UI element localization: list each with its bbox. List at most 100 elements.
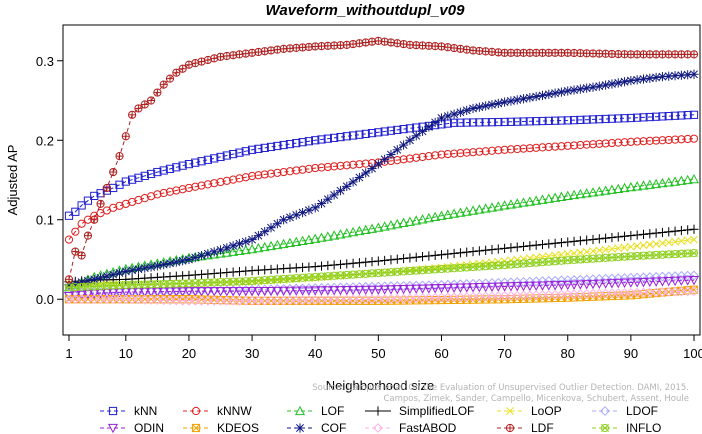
- data-point: [121, 132, 130, 141]
- data-point: [342, 181, 352, 191]
- data-point: [178, 185, 187, 194]
- data-point: [379, 221, 390, 231]
- chart-title: Waveform_withoutdupl_v09: [266, 2, 466, 19]
- data-point: [259, 241, 270, 252]
- data-point: [178, 256, 188, 266]
- data-point: [260, 170, 269, 179]
- data-point: [689, 286, 699, 297]
- data-point: [386, 126, 396, 135]
- data-point: [689, 134, 699, 143]
- data-point: [279, 140, 288, 150]
- data-point: [322, 231, 333, 241]
- data-point: [531, 281, 542, 291]
- data-point: [89, 294, 100, 305]
- data-point: [146, 169, 156, 179]
- data-point: [551, 116, 560, 125]
- data-point: [670, 226, 680, 236]
- data-point: [405, 253, 415, 263]
- data-point: [304, 137, 313, 146]
- data-point: [519, 117, 528, 126]
- data-point: [532, 143, 541, 152]
- data-point: [664, 238, 673, 247]
- data-point: [152, 261, 162, 271]
- data-point: [310, 203, 320, 213]
- series-knn: [64, 110, 699, 220]
- data-point: [71, 207, 80, 216]
- data-point: [222, 176, 231, 185]
- data-point: [221, 295, 232, 306]
- data-point: [412, 123, 421, 132]
- data-point: [146, 294, 156, 305]
- legend-item-odin: ODIN: [100, 421, 164, 434]
- data-point: [417, 126, 428, 136]
- data-point: [216, 152, 225, 162]
- data-point: [380, 154, 390, 164]
- data-point: [404, 216, 415, 226]
- data-point: [405, 124, 415, 133]
- data-point: [127, 294, 138, 305]
- data-point: [76, 294, 87, 305]
- data-point: [303, 286, 314, 296]
- data-point: [266, 223, 276, 233]
- data-point: [412, 153, 421, 162]
- data-point: [235, 148, 244, 157]
- data-point: [367, 163, 377, 174]
- data-point: [512, 282, 523, 292]
- data-point: [601, 114, 610, 124]
- data-point: [587, 187, 599, 197]
- data-point: [342, 161, 351, 170]
- data-point: [639, 113, 648, 122]
- data-point: [658, 239, 667, 248]
- data-point: [594, 234, 604, 244]
- legend-marker: [373, 406, 383, 416]
- data-point: [83, 231, 93, 240]
- data-point: [582, 247, 591, 256]
- x-tick-label: 1: [65, 346, 72, 361]
- data-point: [385, 220, 397, 230]
- x-tick-label: 100: [683, 346, 702, 361]
- data-point: [354, 285, 365, 296]
- data-point: [461, 206, 472, 216]
- data-point: [538, 143, 547, 152]
- data-point: [481, 147, 490, 156]
- plot-frame: [62, 24, 701, 336]
- data-point: [506, 145, 516, 154]
- data-point: [556, 191, 567, 201]
- legend-label: kNNW: [217, 404, 252, 418]
- data-point: [386, 268, 396, 277]
- data-point: [474, 102, 484, 112]
- data-point: [159, 166, 168, 175]
- data-point: [398, 140, 409, 150]
- data-point: [184, 183, 194, 193]
- data-point: [234, 239, 245, 249]
- data-point: [373, 285, 384, 295]
- data-point: [316, 286, 327, 296]
- data-point: [228, 241, 238, 251]
- data-point: [385, 285, 397, 295]
- data-point: [518, 241, 529, 252]
- data-point: [134, 104, 143, 113]
- data-point: [215, 245, 226, 255]
- data-point: [171, 287, 182, 297]
- data-point: [430, 284, 441, 294]
- data-point: [209, 295, 220, 306]
- data-point: [645, 112, 654, 122]
- data-point: [254, 144, 263, 153]
- legend-label: LDF: [531, 421, 554, 434]
- data-point: [455, 283, 466, 293]
- data-point: [71, 227, 80, 236]
- data-point: [689, 270, 699, 281]
- data-point: [165, 164, 175, 173]
- data-point: [203, 55, 212, 65]
- data-point: [114, 294, 125, 305]
- data-point: [373, 256, 383, 266]
- data-point: [183, 287, 194, 297]
- legend-item-kdeos: KDEOS: [183, 421, 259, 434]
- data-point: [544, 89, 554, 99]
- data-point: [442, 209, 453, 219]
- legend-item-knn: kNN: [100, 404, 157, 418]
- data-point: [544, 116, 553, 125]
- data-point: [265, 240, 277, 251]
- data-point: [575, 280, 586, 290]
- data-point: [651, 178, 662, 189]
